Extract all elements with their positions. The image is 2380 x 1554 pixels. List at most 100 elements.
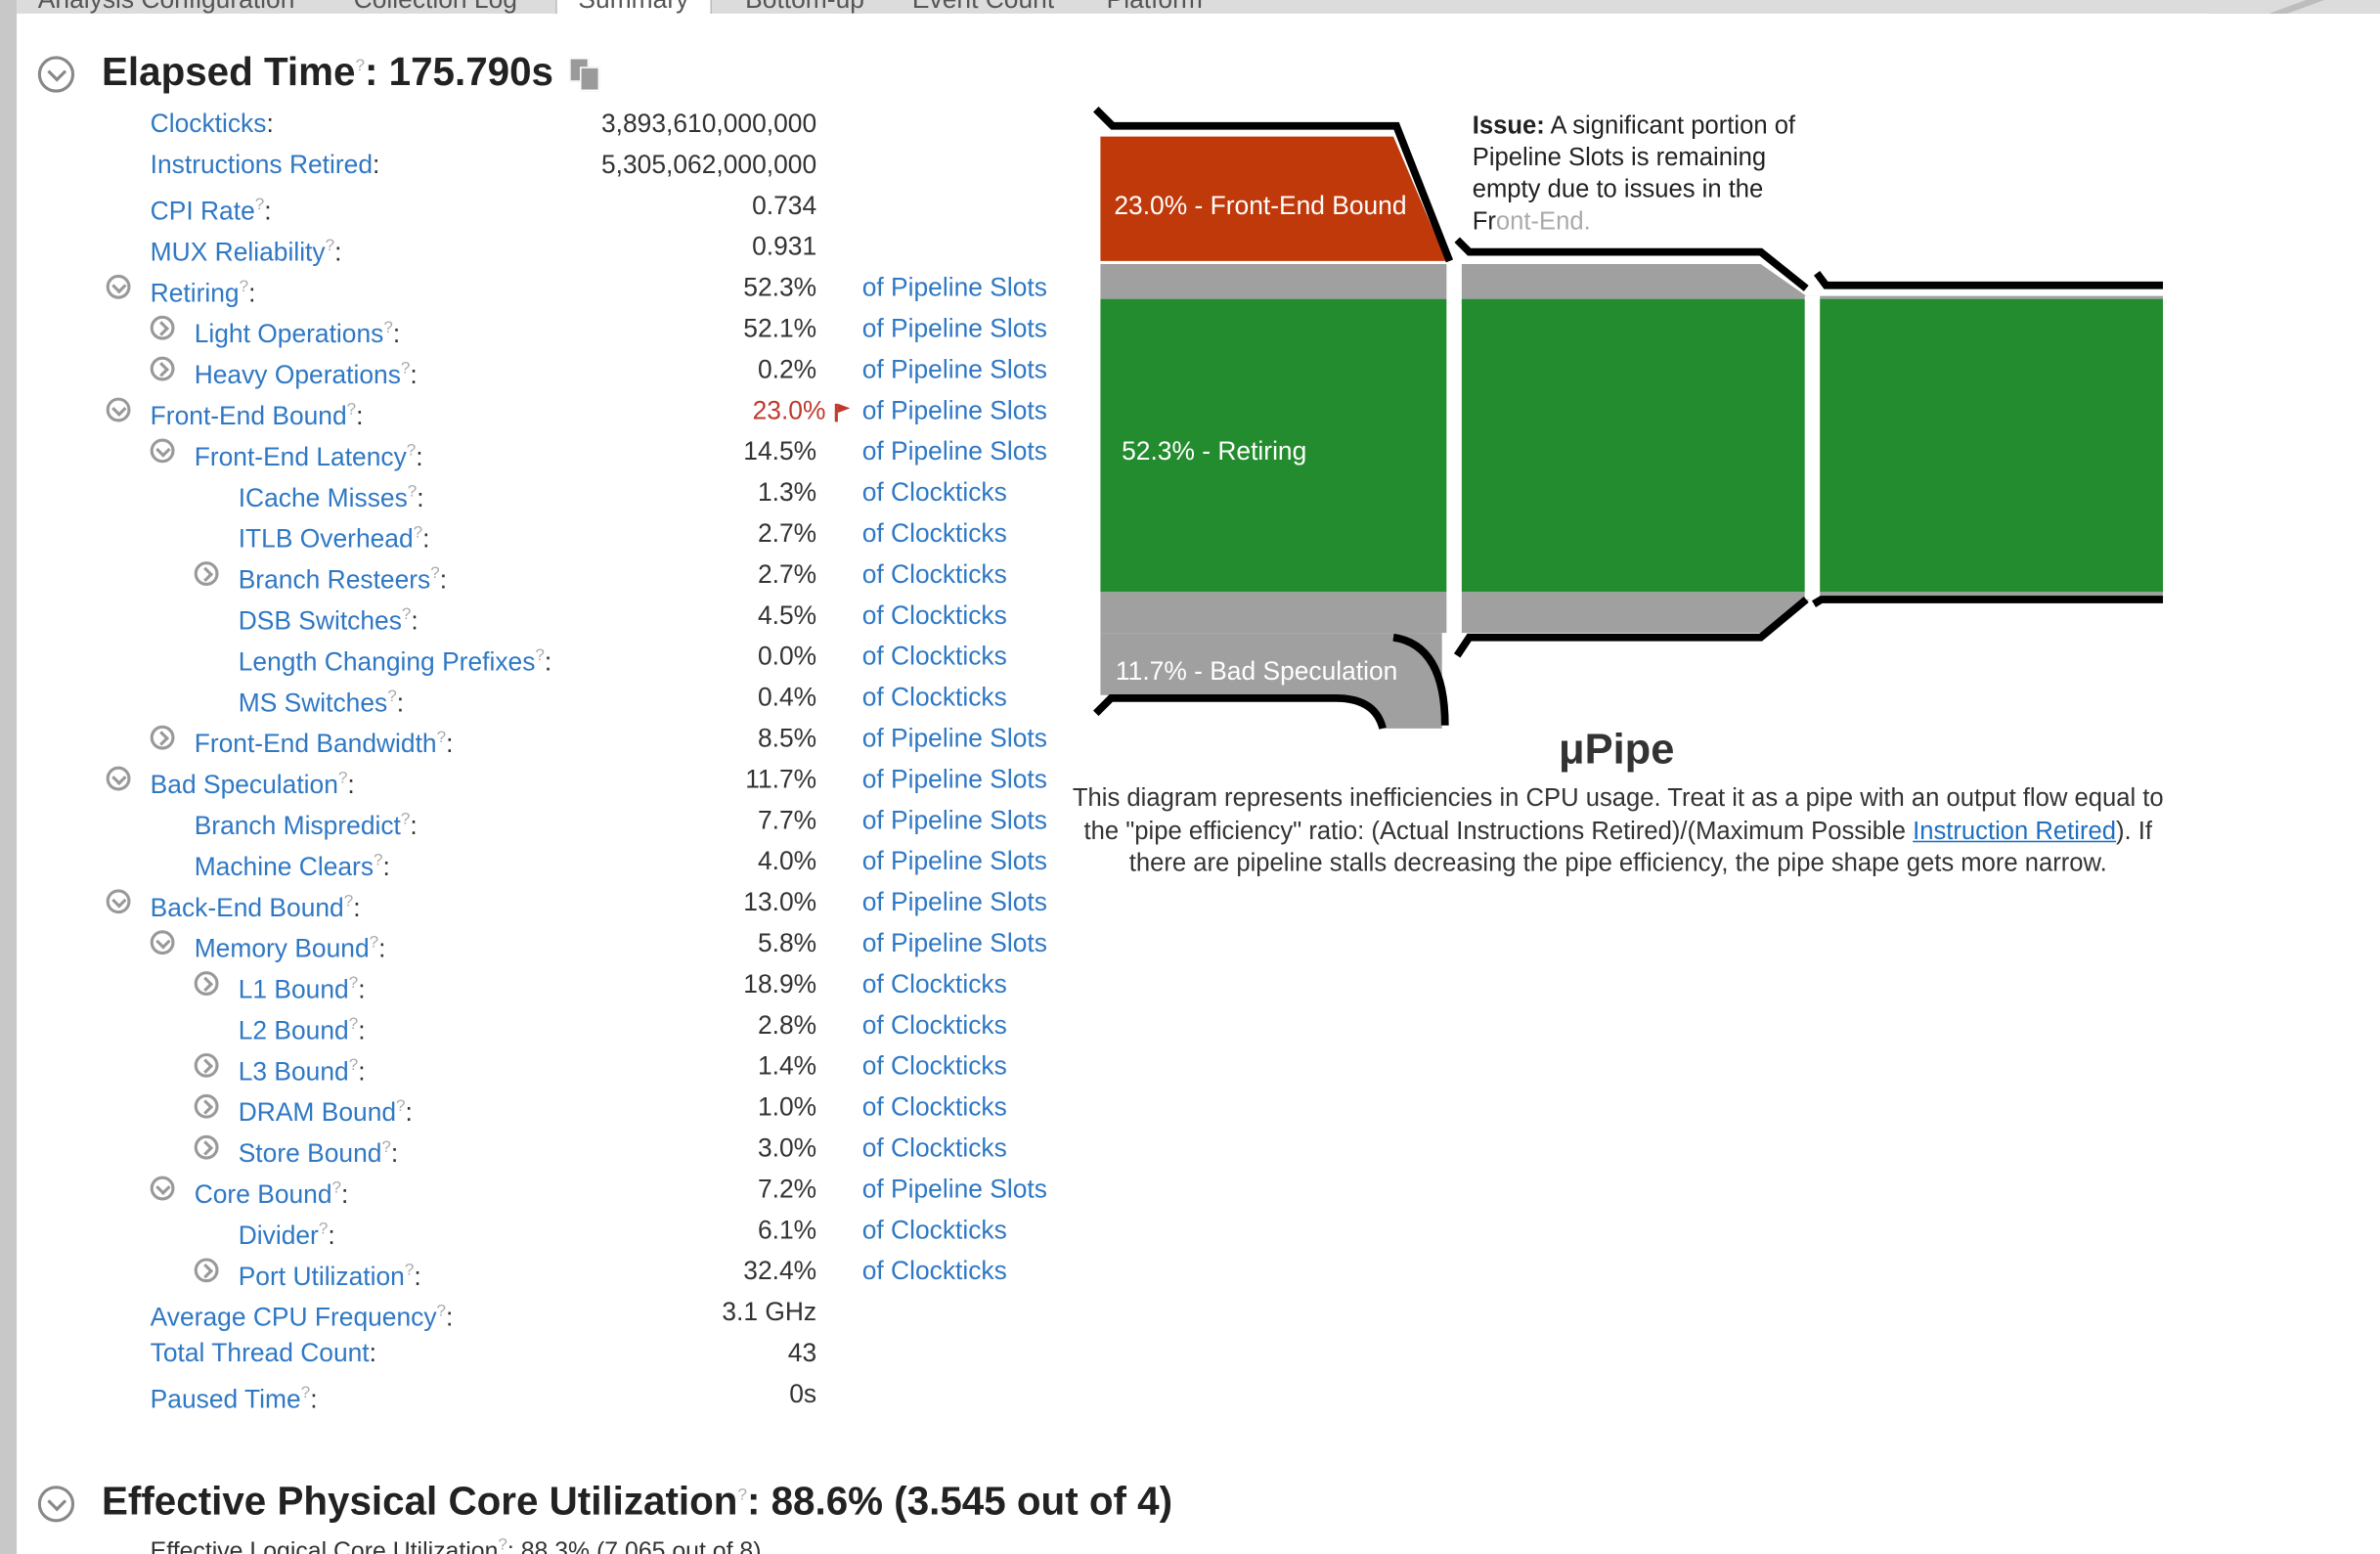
- metric-name-text[interactable]: Back-End Bound: [150, 893, 344, 922]
- help-icon[interactable]: ?: [430, 564, 440, 583]
- collapse-icon[interactable]: [106, 766, 131, 791]
- metric-name[interactable]: CPI Rate?:: [151, 185, 272, 232]
- collapse-core-util-icon[interactable]: [37, 1486, 75, 1523]
- help-icon[interactable]: ?: [369, 933, 379, 952]
- metric-name[interactable]: Clockticks:: [151, 104, 274, 145]
- metric-name[interactable]: ICache Misses?:: [239, 472, 424, 519]
- expand-icon[interactable]: [194, 1134, 219, 1160]
- metric-name[interactable]: L3 Bound?:: [239, 1045, 366, 1092]
- metric-name[interactable]: DRAM Bound?:: [239, 1087, 413, 1133]
- metric-name[interactable]: Instructions Retired:: [151, 144, 380, 185]
- metric-name[interactable]: MS Switches?:: [239, 677, 404, 724]
- metric-name[interactable]: MUX Reliability?:: [151, 226, 342, 273]
- metric-name-text[interactable]: Port Utilization: [238, 1262, 405, 1292]
- metric-name-text[interactable]: Bad Speculation: [150, 770, 338, 800]
- tab-summary[interactable]: Summary: [555, 0, 712, 14]
- tab-event-count[interactable]: Event Count: [912, 0, 1054, 14]
- help-icon[interactable]: ?: [406, 441, 417, 461]
- collapse-icon[interactable]: [150, 438, 175, 464]
- metric-name[interactable]: L2 Bound?:: [239, 1004, 366, 1051]
- help-icon[interactable]: ?: [436, 728, 447, 747]
- metric-name[interactable]: L1 Bound?:: [239, 963, 366, 1010]
- metric-name-text[interactable]: Front-End Latency: [194, 442, 407, 472]
- collapse-icon[interactable]: [150, 930, 175, 955]
- expand-icon[interactable]: [150, 315, 175, 340]
- expand-icon[interactable]: [194, 1093, 219, 1119]
- instruction-retired-link[interactable]: Instruction Retired: [1913, 817, 2116, 845]
- expand-icon[interactable]: [194, 1258, 219, 1283]
- help-icon[interactable]: ?: [343, 892, 354, 911]
- metric-name[interactable]: Front-End Bandwidth?:: [195, 718, 454, 765]
- metric-name-text[interactable]: Core Bound: [194, 1179, 332, 1210]
- metric-name-text[interactable]: Front-End Bound: [150, 401, 347, 431]
- metric-name[interactable]: Length Changing Prefixes?:: [239, 636, 552, 683]
- metric-name-text[interactable]: MS Switches: [238, 688, 388, 718]
- metric-name[interactable]: Store Bound?:: [239, 1128, 399, 1175]
- help-icon[interactable]: ?: [737, 1486, 747, 1505]
- collapse-icon[interactable]: [106, 889, 131, 914]
- metric-name-text[interactable]: Total Thread Count: [150, 1338, 370, 1368]
- help-icon[interactable]: ?: [348, 974, 359, 993]
- logical-core-utilization-label[interactable]: Effective Logical Core Utilization: [150, 1539, 499, 1554]
- metric-name[interactable]: Branch Resteers?:: [239, 554, 447, 600]
- metric-name-text[interactable]: Clockticks: [150, 109, 267, 139]
- metric-name[interactable]: Front-End Bound?:: [151, 390, 364, 437]
- metric-name[interactable]: Paused Time?:: [151, 1373, 318, 1420]
- help-icon[interactable]: ?: [239, 277, 249, 296]
- metric-name-text[interactable]: Divider: [238, 1221, 319, 1251]
- metric-name-text[interactable]: MUX Reliability: [150, 238, 326, 267]
- metric-name-text[interactable]: L3 Bound: [238, 1057, 349, 1087]
- metric-name[interactable]: Memory Bound?:: [195, 922, 386, 969]
- expand-icon[interactable]: [150, 356, 175, 381]
- tab-collection-log[interactable]: Collection Log: [354, 0, 517, 14]
- help-icon[interactable]: ?: [337, 769, 348, 788]
- help-icon[interactable]: ?: [535, 646, 545, 665]
- metric-name-text[interactable]: Store Bound: [238, 1138, 382, 1169]
- metric-name-text[interactable]: L1 Bound: [238, 975, 349, 1004]
- metric-name-text[interactable]: Branch Resteers: [238, 565, 431, 595]
- metric-name[interactable]: DSB Switches?:: [239, 595, 419, 642]
- help-icon[interactable]: ?: [407, 482, 418, 502]
- metric-name[interactable]: Retiring?:: [151, 267, 256, 314]
- copy-icon[interactable]: [568, 58, 602, 92]
- help-icon[interactable]: ?: [400, 810, 411, 829]
- metric-name-text[interactable]: DSB Switches: [238, 606, 402, 636]
- help-icon[interactable]: ?: [401, 605, 412, 624]
- help-icon[interactable]: ?: [413, 523, 423, 542]
- help-icon[interactable]: ?: [254, 196, 265, 214]
- metric-name-text[interactable]: DRAM Bound: [238, 1097, 397, 1128]
- metric-name-text[interactable]: L2 Bound: [238, 1016, 349, 1045]
- tab-platform[interactable]: Platform: [1107, 0, 1203, 14]
- expand-icon[interactable]: [194, 561, 219, 586]
- metric-name[interactable]: Total Thread Count:: [151, 1332, 376, 1373]
- help-icon[interactable]: ?: [348, 1056, 359, 1075]
- metric-name-text[interactable]: ICache Misses: [238, 483, 408, 512]
- help-icon[interactable]: ?: [300, 1384, 311, 1402]
- metric-name-text[interactable]: Heavy Operations: [194, 360, 401, 390]
- help-icon[interactable]: ?: [348, 1015, 359, 1034]
- metric-name[interactable]: Heavy Operations?:: [195, 349, 418, 396]
- metric-name-text[interactable]: Instructions Retired: [150, 150, 374, 180]
- help-icon[interactable]: ?: [396, 1096, 406, 1116]
- metric-name[interactable]: Front-End Latency?:: [195, 431, 423, 478]
- help-icon[interactable]: ?: [387, 687, 397, 706]
- help-icon[interactable]: ?: [381, 1137, 391, 1157]
- help-icon[interactable]: ?: [331, 1178, 342, 1198]
- metric-name-text[interactable]: Retiring: [150, 278, 240, 308]
- expand-icon[interactable]: [194, 1052, 219, 1078]
- metric-name-text[interactable]: Light Operations: [194, 319, 384, 349]
- metric-name[interactable]: Machine Clears?:: [195, 841, 390, 888]
- metric-name[interactable]: ITLB Overhead?:: [239, 513, 430, 560]
- metric-name-text[interactable]: Branch Mispredict: [194, 811, 401, 841]
- help-icon[interactable]: ?: [374, 851, 383, 870]
- metric-name[interactable]: Branch Mispredict?:: [195, 800, 418, 847]
- metric-name[interactable]: Divider?:: [239, 1210, 335, 1257]
- help-icon[interactable]: ?: [436, 1302, 447, 1321]
- metric-name-text[interactable]: ITLB Overhead: [238, 524, 414, 554]
- collapse-elapsed-icon[interactable]: [37, 56, 75, 93]
- metric-name[interactable]: Average CPU Frequency?:: [151, 1292, 454, 1339]
- help-icon[interactable]: ?: [404, 1261, 415, 1280]
- help-icon[interactable]: ?: [355, 56, 365, 75]
- help-icon[interactable]: ?: [400, 359, 411, 378]
- metric-name[interactable]: Bad Speculation?:: [151, 759, 355, 806]
